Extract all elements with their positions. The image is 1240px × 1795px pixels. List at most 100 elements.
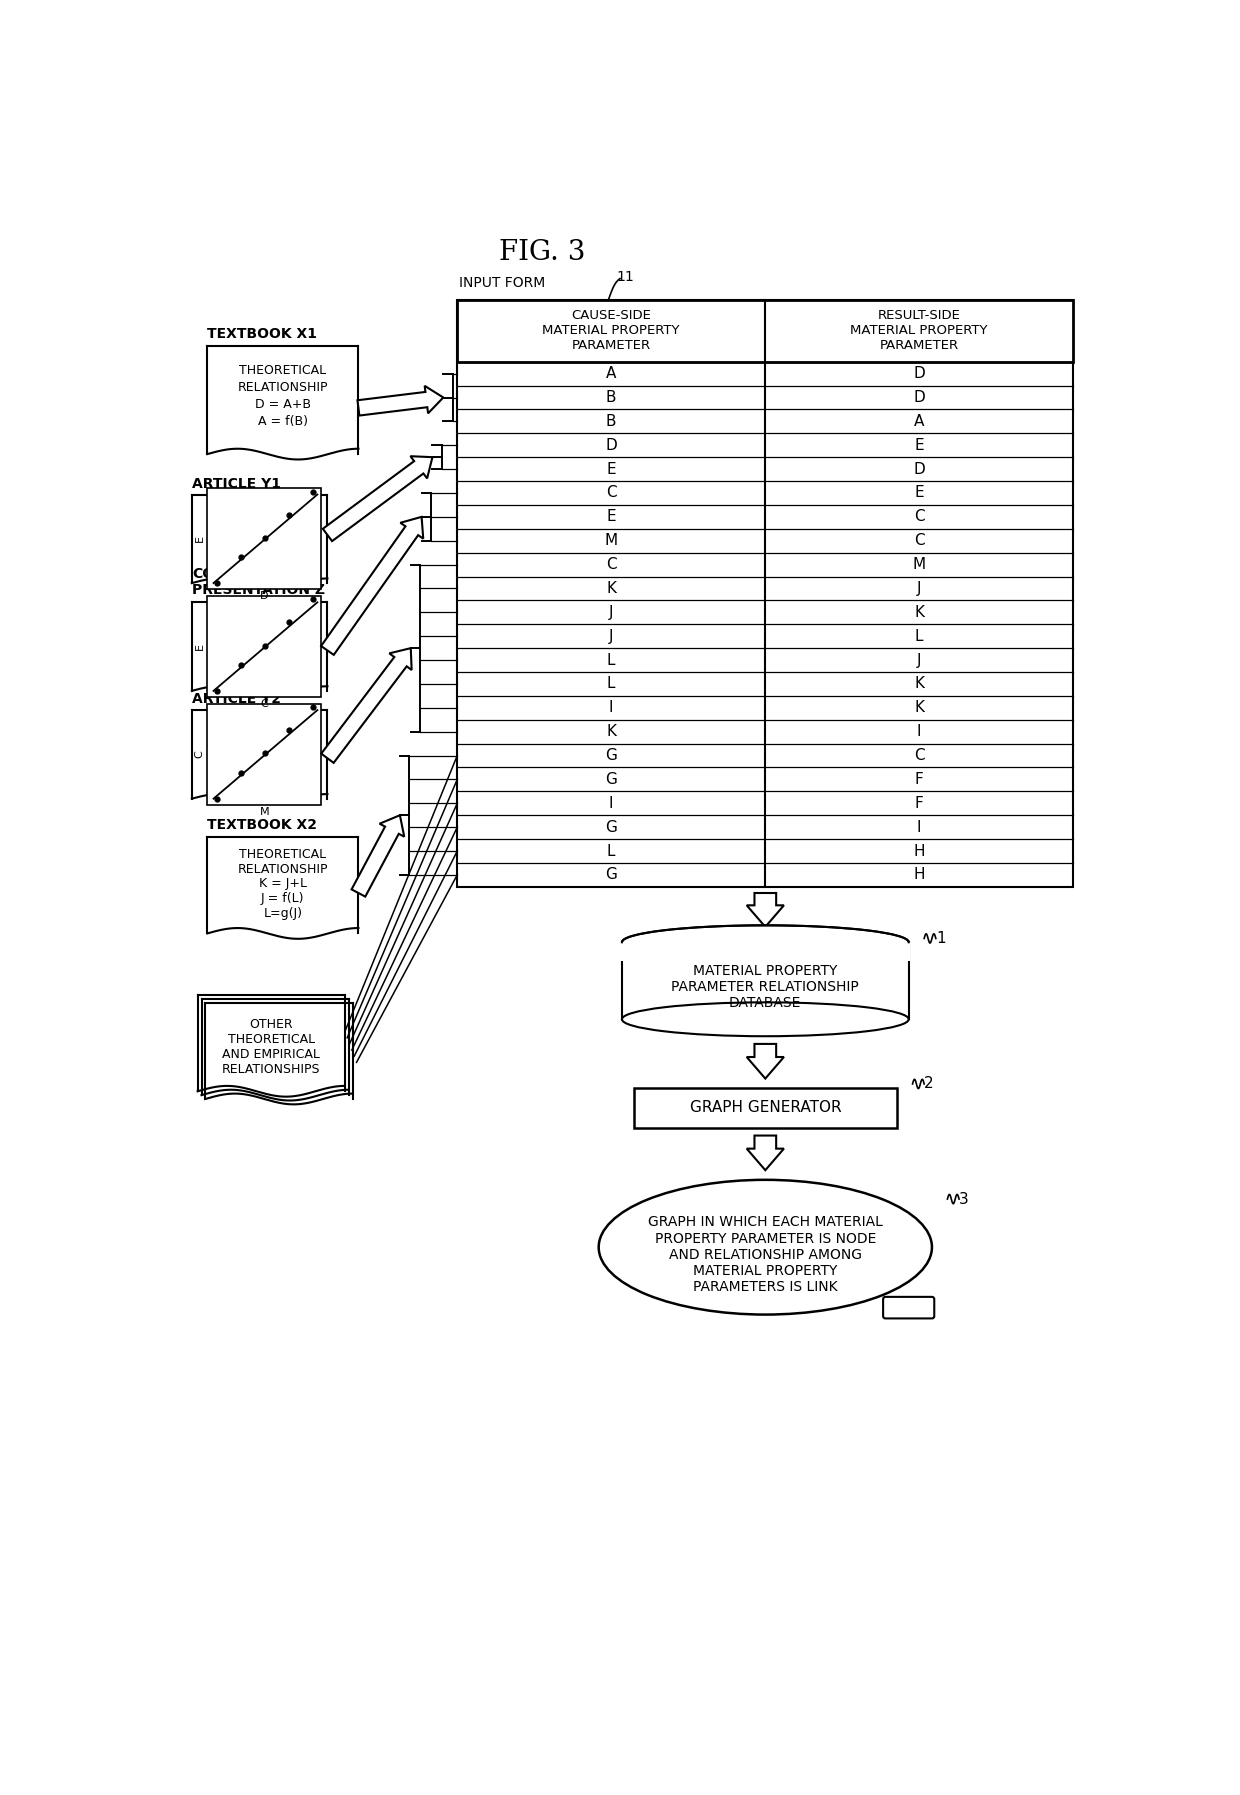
Polygon shape bbox=[746, 1045, 784, 1079]
Text: B: B bbox=[606, 390, 616, 406]
Text: TEXTBOOK X2: TEXTBOOK X2 bbox=[207, 819, 317, 831]
Bar bbox=[206, 998, 352, 1104]
Text: FIG. 3: FIG. 3 bbox=[500, 239, 585, 266]
Text: CONFERENCE
PRESENTATION Z: CONFERENCE PRESENTATION Z bbox=[192, 567, 325, 598]
Bar bbox=[620, 942, 910, 960]
Text: C: C bbox=[606, 485, 616, 501]
Text: C: C bbox=[914, 749, 925, 763]
Bar bbox=[458, 300, 1074, 887]
Text: I: I bbox=[609, 795, 614, 811]
Polygon shape bbox=[321, 517, 423, 655]
Text: 2: 2 bbox=[924, 1077, 934, 1091]
Text: J: J bbox=[609, 628, 614, 644]
Text: L: L bbox=[915, 628, 924, 644]
Text: J: J bbox=[609, 605, 614, 619]
Text: K = J+L: K = J+L bbox=[259, 878, 306, 890]
Text: L: L bbox=[606, 844, 615, 858]
Text: E: E bbox=[195, 643, 205, 650]
Text: L=g(J): L=g(J) bbox=[263, 906, 303, 919]
Text: 11: 11 bbox=[616, 269, 634, 284]
Text: TEXTBOOK X1: TEXTBOOK X1 bbox=[207, 327, 317, 341]
Polygon shape bbox=[357, 386, 444, 415]
Text: MATERIAL PROPERTY
PARAMETER RELATIONSHIP
DATABASE: MATERIAL PROPERTY PARAMETER RELATIONSHIP… bbox=[671, 964, 859, 1011]
Text: A: A bbox=[914, 415, 924, 429]
Bar bbox=[192, 490, 327, 587]
Text: 1: 1 bbox=[936, 932, 945, 946]
Bar bbox=[197, 989, 345, 1097]
Polygon shape bbox=[321, 648, 412, 763]
Bar bbox=[207, 488, 321, 589]
Bar bbox=[622, 942, 909, 1020]
Text: INPUT FORM: INPUT FORM bbox=[459, 276, 546, 291]
Polygon shape bbox=[746, 892, 784, 926]
Text: G: G bbox=[605, 867, 618, 883]
Text: J: J bbox=[916, 582, 921, 596]
Text: G: G bbox=[605, 772, 618, 786]
Ellipse shape bbox=[599, 1179, 932, 1314]
Text: K: K bbox=[914, 605, 924, 619]
Text: F: F bbox=[915, 772, 924, 786]
Text: J: J bbox=[916, 653, 921, 668]
Text: D: D bbox=[260, 591, 269, 601]
Text: THEORETICAL: THEORETICAL bbox=[239, 847, 326, 862]
Bar bbox=[192, 705, 327, 804]
Bar bbox=[192, 598, 327, 695]
Text: C: C bbox=[260, 698, 268, 709]
Text: G: G bbox=[605, 820, 618, 835]
Bar bbox=[201, 993, 348, 1100]
Text: RELATIONSHIP: RELATIONSHIP bbox=[238, 381, 329, 395]
Text: A: A bbox=[606, 366, 616, 381]
Text: C: C bbox=[195, 750, 205, 757]
Text: GRAPH GENERATOR: GRAPH GENERATOR bbox=[689, 1100, 841, 1115]
Bar bbox=[207, 341, 358, 460]
Text: K: K bbox=[914, 677, 924, 691]
Text: I: I bbox=[916, 820, 921, 835]
Text: M: M bbox=[259, 806, 269, 817]
Text: J = f(L): J = f(L) bbox=[262, 892, 305, 905]
Text: E: E bbox=[195, 535, 205, 542]
Bar bbox=[207, 831, 358, 939]
Text: L: L bbox=[606, 677, 615, 691]
Text: L: L bbox=[606, 653, 615, 668]
Text: 3: 3 bbox=[959, 1192, 968, 1206]
Text: G: G bbox=[605, 749, 618, 763]
Text: RELATIONSHIP: RELATIONSHIP bbox=[238, 863, 329, 876]
Text: RESULT-SIDE
MATERIAL PROPERTY
PARAMETER: RESULT-SIDE MATERIAL PROPERTY PARAMETER bbox=[851, 309, 988, 352]
Text: A = f(B): A = f(B) bbox=[258, 415, 308, 429]
Polygon shape bbox=[352, 815, 404, 898]
Text: C: C bbox=[914, 533, 925, 547]
Polygon shape bbox=[322, 456, 433, 540]
Text: H: H bbox=[914, 844, 925, 858]
Ellipse shape bbox=[622, 926, 909, 959]
Text: THEORETICAL: THEORETICAL bbox=[239, 364, 326, 377]
Bar bbox=[207, 596, 321, 696]
Text: E: E bbox=[914, 485, 924, 501]
Text: F: F bbox=[915, 795, 924, 811]
Text: H: H bbox=[914, 867, 925, 883]
Text: ARTICLE Y1: ARTICLE Y1 bbox=[192, 477, 280, 490]
Text: I: I bbox=[609, 700, 614, 716]
Text: ARTICLE Y2: ARTICLE Y2 bbox=[192, 693, 280, 707]
Text: M: M bbox=[605, 533, 618, 547]
Text: C: C bbox=[606, 556, 616, 573]
Text: E: E bbox=[606, 461, 616, 477]
Ellipse shape bbox=[622, 1002, 909, 1036]
Text: C: C bbox=[914, 510, 925, 524]
Text: K: K bbox=[606, 723, 616, 740]
Text: D: D bbox=[914, 366, 925, 381]
Bar bbox=[207, 704, 321, 804]
Text: D: D bbox=[914, 461, 925, 477]
Text: D: D bbox=[914, 390, 925, 406]
FancyBboxPatch shape bbox=[883, 1296, 934, 1318]
Bar bbox=[458, 300, 1074, 363]
Text: D: D bbox=[605, 438, 618, 452]
Text: B: B bbox=[606, 415, 616, 429]
Bar bbox=[634, 1088, 897, 1127]
Text: I: I bbox=[916, 723, 921, 740]
Text: OTHER
THEORETICAL
AND EMPIRICAL
RELATIONSHIPS: OTHER THEORETICAL AND EMPIRICAL RELATION… bbox=[222, 1018, 320, 1075]
Text: K: K bbox=[606, 582, 616, 596]
Text: E: E bbox=[914, 438, 924, 452]
Text: GRAPH IN WHICH EACH MATERIAL
PROPERTY PARAMETER IS NODE
AND RELATIONSHIP AMONG
M: GRAPH IN WHICH EACH MATERIAL PROPERTY PA… bbox=[647, 1215, 883, 1294]
Text: K: K bbox=[914, 700, 924, 716]
Text: D = A+B: D = A+B bbox=[255, 398, 311, 411]
